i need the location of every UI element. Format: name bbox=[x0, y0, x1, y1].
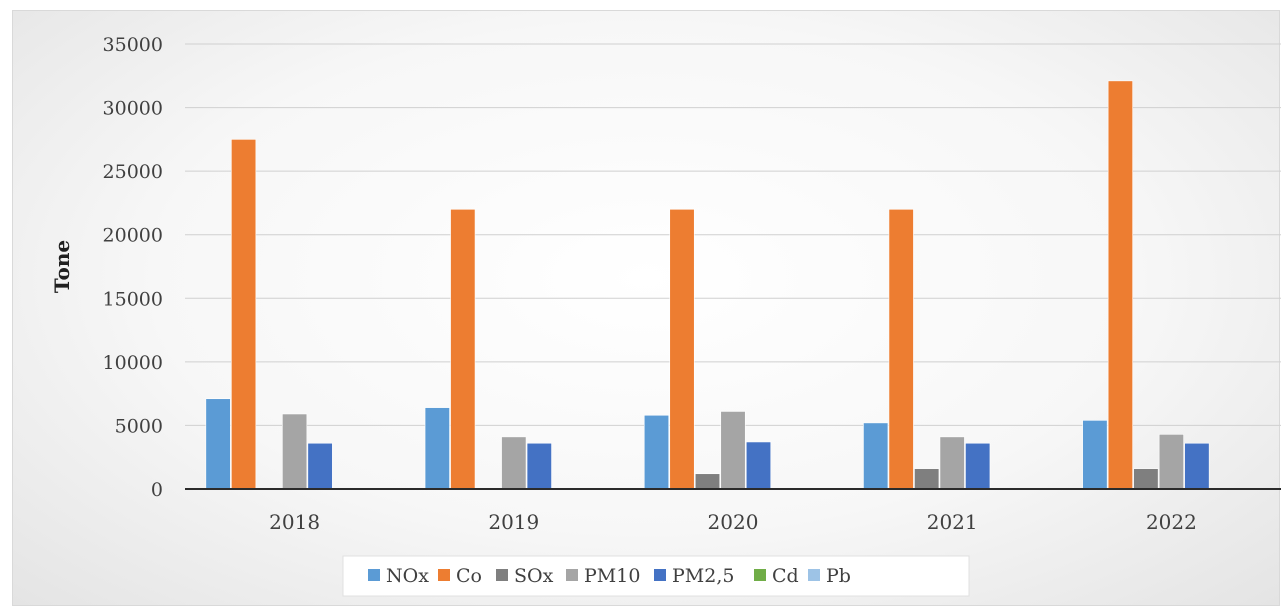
bar-pm10-2021 bbox=[939, 436, 965, 490]
x-axis-ticks: 2018 2019 2020 2021 2022 bbox=[269, 510, 1197, 534]
legend-label: PM2,5 bbox=[672, 565, 734, 587]
bar-nox-2022 bbox=[1082, 420, 1108, 490]
legend-swatch-pb bbox=[808, 569, 820, 581]
bar-co-2018 bbox=[231, 139, 257, 490]
y-tick-label: 10000 bbox=[103, 352, 163, 374]
x-tick-label: 2021 bbox=[927, 510, 978, 534]
y-axis-title: Tone bbox=[50, 240, 74, 293]
legend: NOx Co SOx PM10 PM2,5 Cd Pb bbox=[368, 565, 851, 587]
bar-pm2-5-2022 bbox=[1184, 442, 1210, 490]
legend-label: Co bbox=[456, 565, 482, 587]
y-tick-label: 35000 bbox=[103, 34, 163, 56]
chart-frame: 0 5000 10000 15000 20000 25000 30000 35000 2018… bbox=[12, 10, 1281, 606]
legend-swatch-sox bbox=[496, 569, 508, 581]
bar-nox-2020 bbox=[643, 414, 670, 490]
legend-swatch-nox bbox=[368, 569, 380, 581]
bar-co-2020 bbox=[669, 208, 695, 490]
y-tick-label: 30000 bbox=[103, 98, 163, 120]
y-tick-label: 20000 bbox=[103, 225, 163, 247]
bar-co-2021 bbox=[888, 208, 914, 490]
x-tick-label: 2018 bbox=[269, 510, 320, 534]
legend-label: PM10 bbox=[584, 565, 640, 587]
y-tick-label: 15000 bbox=[103, 288, 163, 310]
bar-sox-2021 bbox=[914, 468, 940, 490]
x-tick-label: 2022 bbox=[1146, 510, 1197, 534]
bars bbox=[205, 80, 1210, 490]
legend-swatch-pm2-5 bbox=[654, 569, 666, 581]
legend-swatch-pm10 bbox=[566, 569, 578, 581]
bar-pm10-2018 bbox=[282, 413, 308, 490]
bar-chart: 0 5000 10000 15000 20000 25000 30000 35000 2018… bbox=[50, 34, 1281, 597]
y-tick-label: 5000 bbox=[115, 415, 163, 437]
bar-pm10-2020 bbox=[720, 411, 746, 490]
x-tick-label: 2019 bbox=[488, 510, 539, 534]
bar-co-2019 bbox=[450, 208, 476, 490]
bar-sox-2020 bbox=[694, 473, 721, 490]
bar-nox-2019 bbox=[424, 407, 450, 490]
bar-pm2-5-2021 bbox=[965, 442, 991, 490]
legend-label: Cd bbox=[772, 565, 799, 587]
y-tick-label: 0 bbox=[151, 479, 163, 501]
bar-pm2-5-2018 bbox=[307, 442, 333, 490]
gridlines bbox=[185, 43, 1281, 426]
bar-nox-2018 bbox=[205, 398, 231, 490]
bar-pm10-2022 bbox=[1158, 434, 1184, 490]
y-axis-ticks: 0 5000 10000 15000 20000 25000 30000 35000 bbox=[103, 34, 163, 501]
x-tick-label: 2020 bbox=[708, 510, 759, 534]
y-tick-label: 25000 bbox=[103, 161, 163, 183]
legend-swatch-co bbox=[438, 569, 450, 581]
bar-pm2-5-2020 bbox=[745, 441, 772, 490]
legend-label: Pb bbox=[826, 565, 851, 587]
bar-co-2022 bbox=[1107, 80, 1133, 490]
legend-swatch-cd bbox=[754, 569, 766, 581]
bar-pm10-2019 bbox=[501, 436, 527, 490]
legend-label: SOx bbox=[514, 565, 554, 587]
bar-pm2-5-2019 bbox=[526, 442, 552, 490]
legend-label: NOx bbox=[386, 565, 429, 587]
bar-sox-2022 bbox=[1133, 468, 1159, 490]
bar-nox-2021 bbox=[863, 422, 889, 490]
